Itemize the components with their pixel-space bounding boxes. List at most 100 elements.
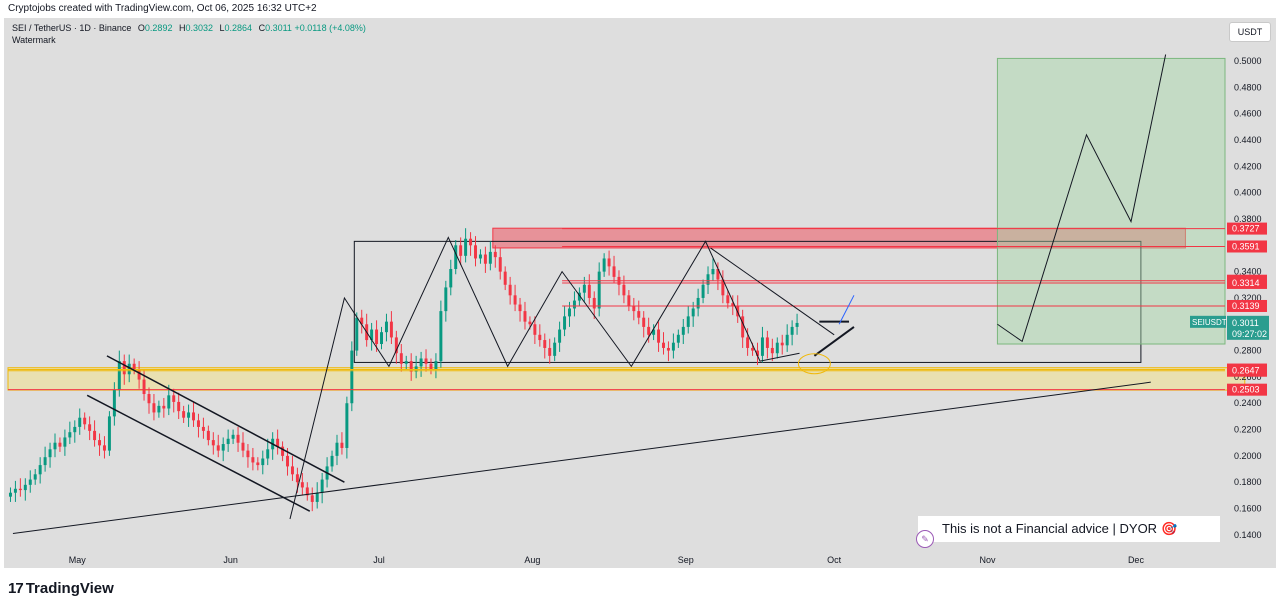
price-tick-label: 0.5000	[1234, 56, 1262, 66]
candle-body	[681, 326, 685, 335]
candle-body	[394, 337, 398, 354]
candle-body	[389, 321, 393, 338]
candle-body	[78, 417, 82, 427]
candle-body	[572, 300, 576, 309]
symbol-name[interactable]: SEI / TetherUS · 1D · Binance	[12, 23, 132, 33]
candle-body	[360, 317, 364, 325]
chart-area[interactable]	[4, 18, 1276, 568]
last-price-value: 0.3011	[1232, 318, 1259, 328]
candle-body	[478, 254, 482, 259]
candle-body	[454, 245, 458, 269]
candle-body	[117, 361, 121, 391]
candle-body	[23, 484, 27, 491]
price-level-tag	[1227, 364, 1267, 377]
time-tick-label: Dec	[1128, 555, 1145, 565]
price-tick-label: 0.1400	[1234, 530, 1262, 540]
candle-body	[662, 342, 665, 348]
candle-body	[261, 458, 265, 466]
time-tick-label: Jun	[223, 555, 238, 565]
candle-body	[582, 284, 586, 293]
candle-body	[652, 329, 656, 335]
candle-body	[785, 334, 789, 346]
candle-body	[592, 297, 596, 309]
candle-body	[632, 305, 636, 312]
candle-body	[711, 268, 715, 275]
candle-body	[43, 457, 47, 466]
projection-path	[997, 54, 1167, 343]
tradingview-footer[interactable]: 17 TradingView	[8, 580, 114, 600]
candle-body	[429, 363, 433, 370]
price-axis[interactable]: 0.5000 0.4800 0.4600 0.4400 0.4200 0.4000 0.38…	[1190, 56, 1269, 540]
candle-body	[696, 297, 700, 309]
candle-body	[266, 449, 270, 459]
candle-body	[716, 268, 720, 280]
candle-body	[731, 303, 735, 306]
last-price-symbol: SEIUSDT	[1192, 318, 1227, 327]
open-value: 0.2892	[144, 23, 173, 33]
candle-body	[444, 287, 448, 312]
range-box	[353, 240, 1142, 363]
candle-body	[132, 363, 136, 370]
candle-body	[607, 258, 611, 267]
breakout-arrow	[838, 295, 855, 325]
candle-body	[93, 430, 97, 441]
candle-body	[770, 347, 774, 354]
candle-body	[246, 450, 250, 458]
time-tick-label: Nov	[980, 555, 997, 565]
candle-body	[182, 411, 186, 418]
target-emoji-icon: 🎯	[1161, 521, 1178, 536]
open-label: O	[137, 23, 145, 33]
candle-body	[172, 395, 176, 402]
disclaimer-banner: This is not a Financial advice | DYOR 🎯	[918, 516, 1220, 542]
candle-body	[439, 311, 443, 362]
price-level-tag	[1227, 299, 1267, 312]
candle-body	[48, 449, 52, 458]
candle-body	[281, 446, 285, 456]
candle-body	[414, 366, 418, 372]
candle-body	[721, 279, 725, 296]
candle-body	[206, 430, 210, 441]
candle-body	[775, 342, 779, 354]
candle-body	[211, 440, 215, 446]
price-level-tag	[1227, 383, 1267, 396]
candle-body	[137, 369, 141, 380]
screenshot-caption: Cryptojobs created with TradingView.com,…	[8, 3, 317, 14]
brush-icon: ✎	[916, 530, 934, 548]
chart-zones	[7, 57, 1246, 391]
candle-body	[741, 316, 745, 338]
descending-trendline	[710, 247, 835, 336]
candle-body	[686, 316, 690, 327]
candle-body	[157, 405, 161, 413]
candle-body	[760, 337, 764, 356]
candle-body	[38, 465, 42, 475]
time-axis[interactable]: May Jun Jul Aug Sep Oct Nov Dec	[69, 555, 1145, 565]
price-tick-label: 0.4400	[1234, 135, 1262, 145]
candle-body	[676, 334, 680, 343]
candle-body	[399, 353, 403, 364]
candle-body	[63, 437, 67, 447]
last-price-countdown: 09:27:02	[1232, 329, 1267, 339]
candle-body	[53, 442, 57, 450]
candle-body	[256, 462, 260, 466]
candle-body	[152, 403, 156, 413]
time-tick-label: Sep	[678, 555, 694, 565]
channel-lower-line	[86, 394, 311, 512]
candle-body	[622, 284, 626, 296]
candle-body	[493, 251, 497, 258]
candle-body	[276, 438, 280, 447]
candle-body	[236, 434, 240, 443]
candle-body	[350, 350, 354, 404]
price-level-label: 0.3139	[1232, 301, 1260, 311]
currency-selector[interactable]: USDT	[1229, 22, 1271, 42]
price-level-label: 0.2647	[1232, 366, 1260, 376]
candle-body	[286, 455, 289, 467]
candle-body	[647, 326, 651, 335]
candle-body	[691, 308, 695, 317]
drawings	[8, 54, 1225, 535]
candle-body	[295, 474, 299, 483]
candle-body	[196, 420, 200, 427]
candle-body	[706, 274, 710, 285]
low-label: L	[219, 23, 225, 33]
candle-body	[627, 295, 631, 306]
